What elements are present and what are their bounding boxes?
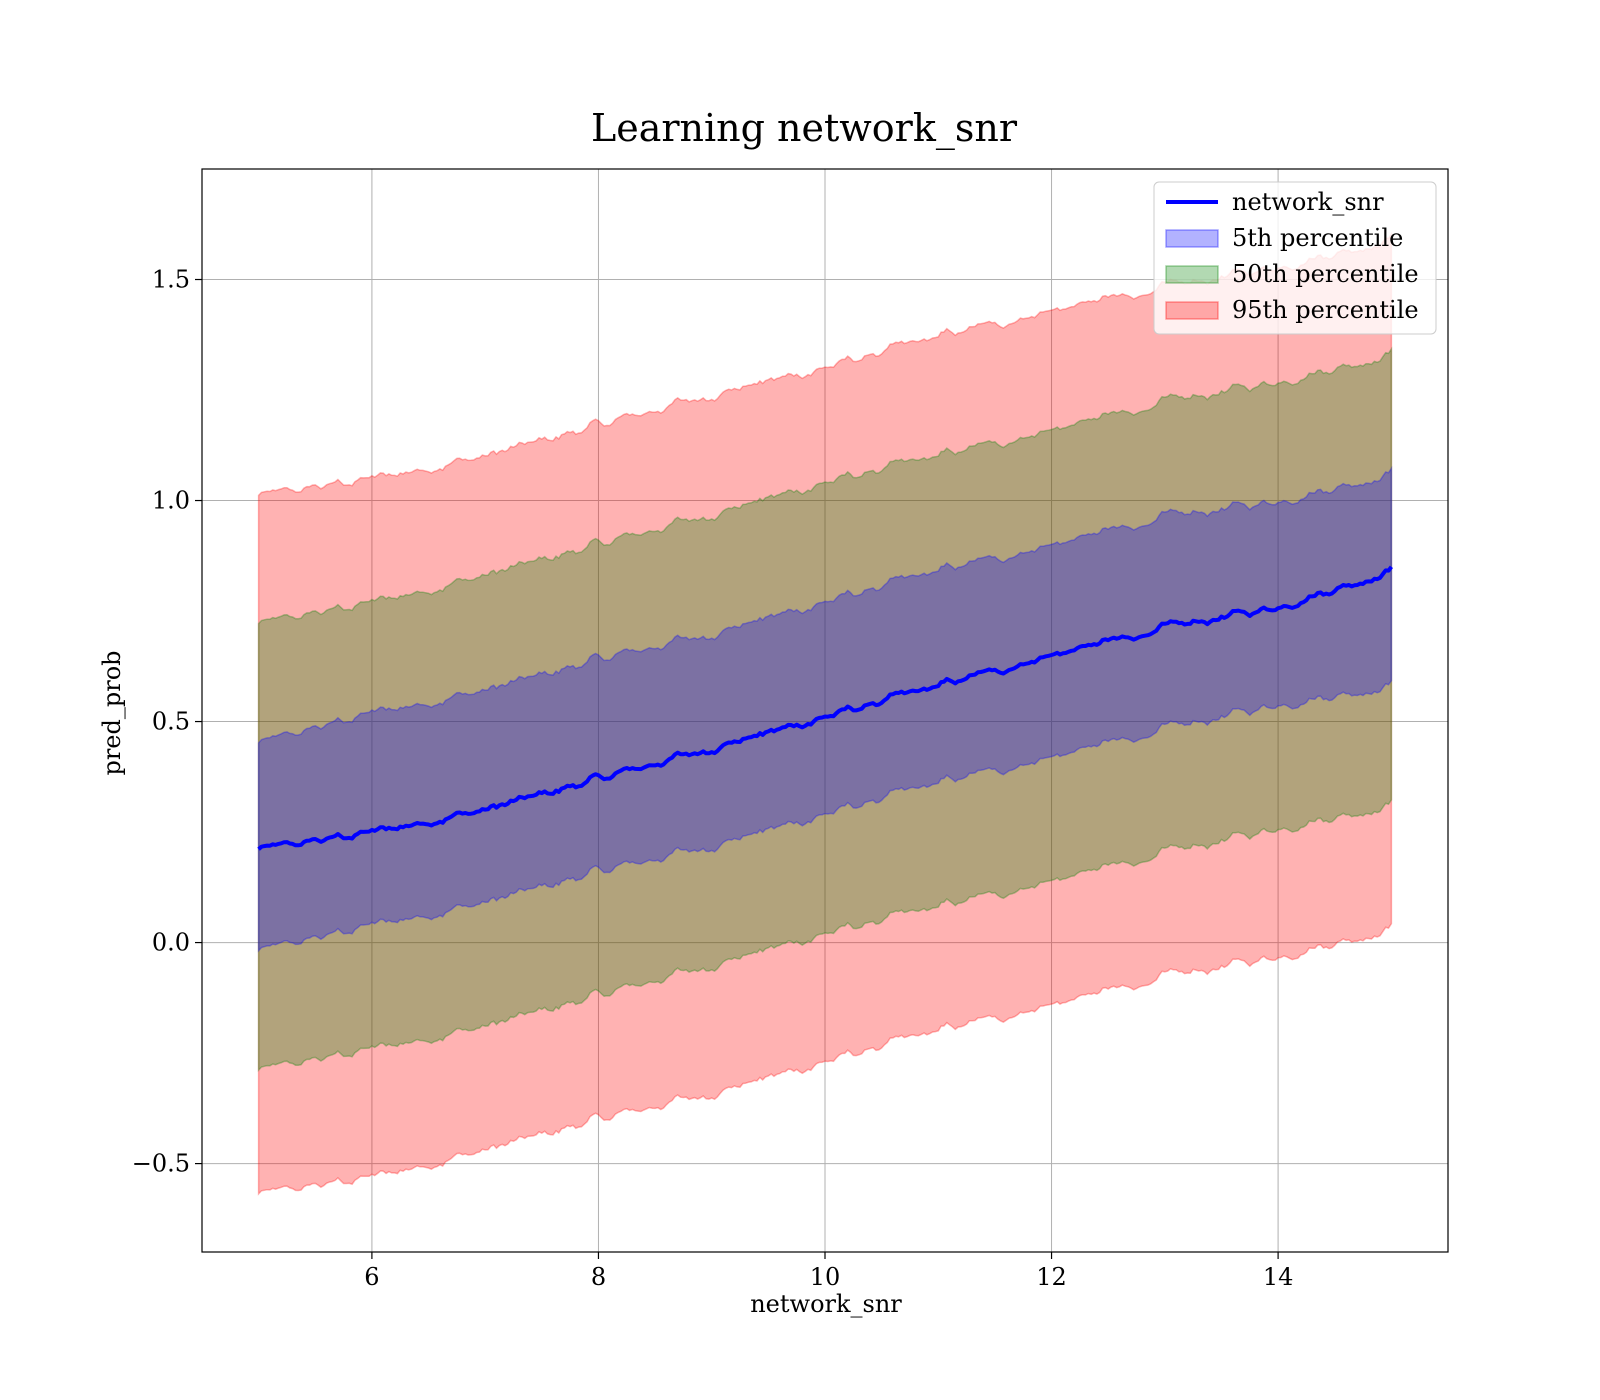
ticks: 6 8 10 12 14 −0.5 0.0 0.5 1.0 1.5 bbox=[132, 266, 1294, 1291]
y-tick-label: 1.5 bbox=[152, 266, 190, 294]
x-tick-label: 12 bbox=[1036, 1263, 1067, 1291]
grid bbox=[202, 169, 1448, 1252]
legend-label: network_snr bbox=[1232, 188, 1384, 216]
line-network_snr bbox=[257, 565, 1393, 851]
x-tick-label: 6 bbox=[364, 1263, 379, 1291]
legend-box bbox=[1153, 181, 1437, 335]
percentile-bands bbox=[257, 231, 1393, 1196]
y-axis-label: pred_prob bbox=[98, 650, 126, 775]
band-95th-percentile bbox=[257, 231, 1393, 1196]
legend-label: 5th percentile bbox=[1232, 224, 1403, 252]
legend-swatch-band bbox=[1165, 229, 1219, 248]
x-axis-label: network_snr bbox=[750, 1290, 902, 1318]
x-tick-label: 10 bbox=[810, 1263, 841, 1291]
legend-swatch-band bbox=[1165, 265, 1219, 284]
x-tick-label: 14 bbox=[1263, 1263, 1294, 1291]
y-tick-label: −0.5 bbox=[132, 1150, 190, 1178]
y-tick-label: 1.0 bbox=[152, 487, 190, 515]
band-50th-percentile bbox=[257, 346, 1393, 1072]
legend-label: 50th percentile bbox=[1232, 260, 1419, 288]
legend-swatch-band bbox=[1165, 301, 1219, 320]
y-tick-label: 0.5 bbox=[152, 708, 190, 736]
legend: network_snr 5th percentile 50th percentile… bbox=[1153, 181, 1437, 335]
series-line bbox=[257, 565, 1393, 851]
x-tick-label: 8 bbox=[591, 1263, 606, 1291]
y-tick-label: 0.0 bbox=[152, 929, 190, 957]
band-5th-percentile bbox=[257, 465, 1393, 953]
chart-title: Learning network_snr bbox=[591, 106, 1018, 151]
legend-label: 95th percentile bbox=[1232, 296, 1419, 324]
